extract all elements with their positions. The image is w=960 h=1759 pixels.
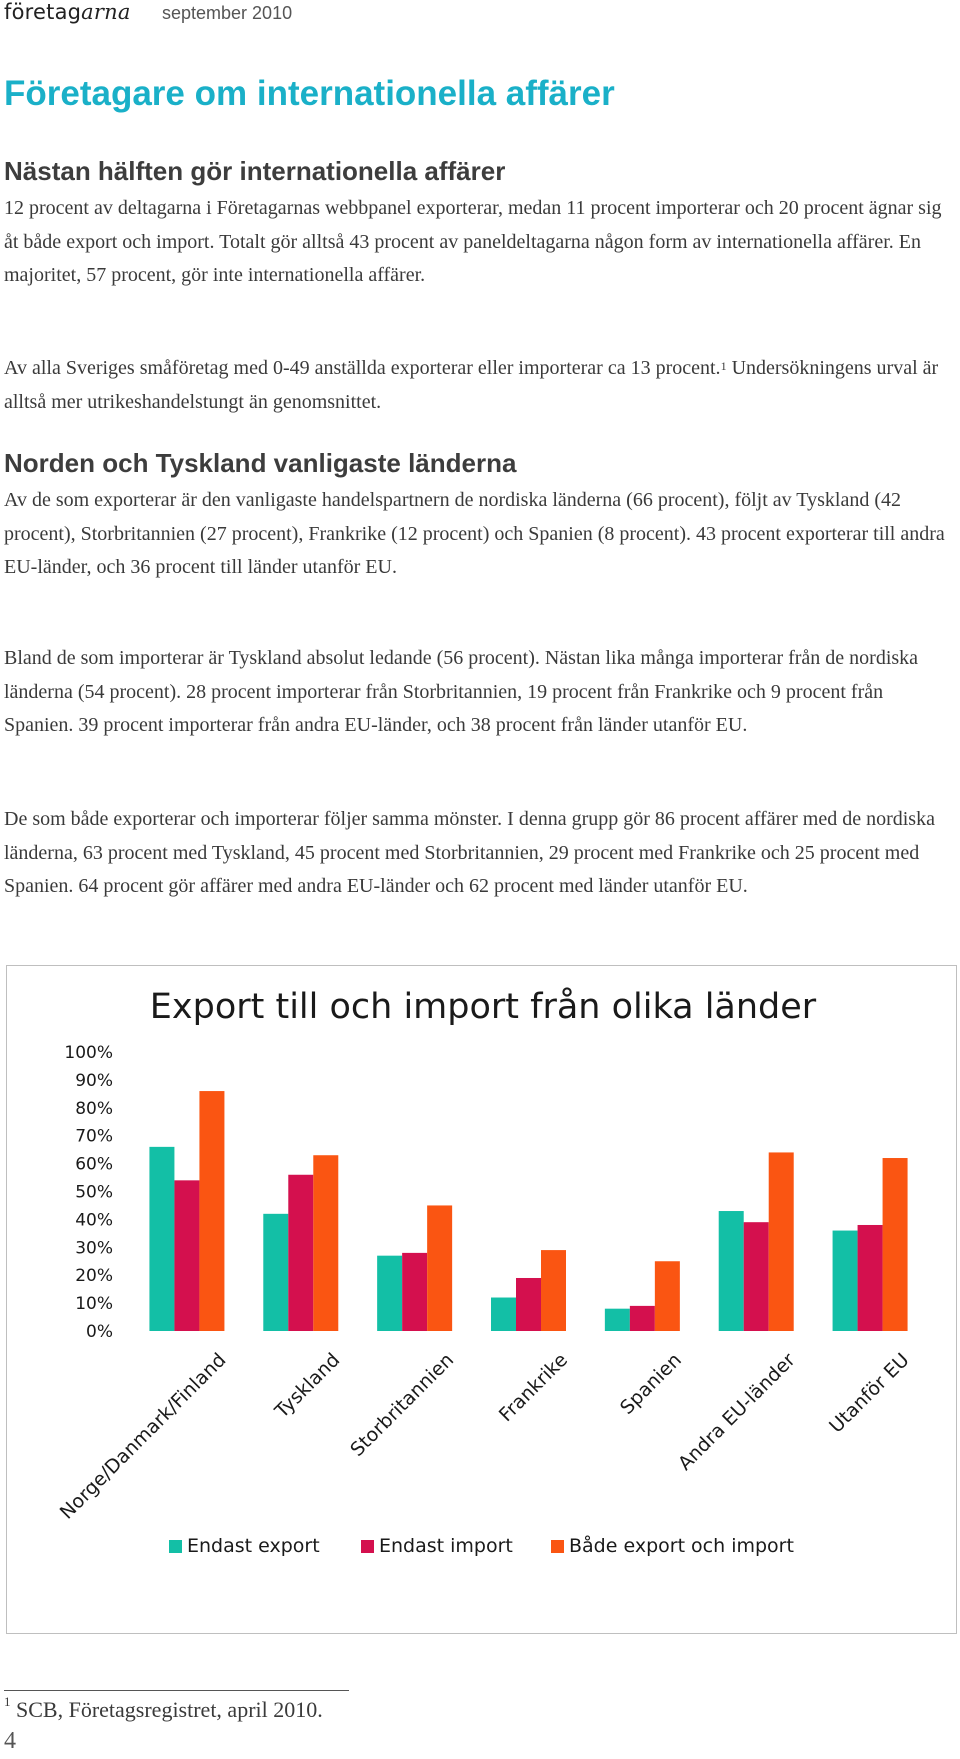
legend-swatch: [551, 1540, 564, 1553]
foretagarna-logo: företagarna: [4, 0, 131, 24]
footnote-reference[interactable]: 1: [720, 359, 727, 373]
paragraph-international-share: 12 procent av deltagarna i Företagarnas …: [4, 197, 942, 286]
paragraph-both-partners: De som både exporterar och importerar fö…: [4, 808, 935, 897]
y-tick-label: 90%: [75, 1071, 113, 1091]
y-tick-label: 80%: [75, 1099, 113, 1119]
x-tick-label: Frankrike: [495, 1349, 572, 1426]
bar: [743, 1222, 769, 1331]
bar-chart: Export till och import från olika länder…: [56, 986, 914, 1557]
bar: [857, 1224, 883, 1331]
paragraph-text: Undersökningens urval är alltså mer utri…: [4, 357, 939, 413]
legend-label: Endast export: [187, 1535, 320, 1557]
x-tick-label: Tyskland: [270, 1349, 344, 1423]
bar: [832, 1230, 858, 1331]
bar: [768, 1152, 794, 1331]
legend-label: Både export och import: [569, 1534, 794, 1557]
bar: [174, 1180, 200, 1331]
bar: [199, 1091, 225, 1331]
paragraph-import-partners: Bland de som importerar är Tyskland abso…: [4, 647, 919, 736]
y-tick-label: 40%: [75, 1210, 113, 1230]
bar: [149, 1146, 175, 1331]
y-axis: 0% 10% 20% 30% 40% 50% 60% 70% 80% 90% 100%: [64, 1043, 113, 1342]
chart-legend: Endast export Endast import Både export oc…: [169, 1534, 794, 1557]
section-heading-countries: Norden och Tyskland vanligaste länderna: [4, 448, 517, 478]
bar: [516, 1277, 541, 1331]
bar: [427, 1205, 453, 1331]
section-heading-international: Nästan hälften gör internationella affär…: [4, 156, 506, 186]
bar: [402, 1252, 428, 1331]
x-tick-label: Spanien: [616, 1349, 686, 1419]
footnote: 1 SCB, Företagsregistret, april 2010.: [4, 1694, 323, 1723]
paragraph-export-partners: Av de som exporterar är den vanligaste h…: [4, 489, 945, 578]
x-tick-label: Andra EU-länder: [674, 1349, 800, 1475]
bar: [629, 1305, 655, 1331]
y-tick-label: 0%: [86, 1322, 113, 1342]
bar: [263, 1213, 289, 1331]
chart-title: Export till och import från olika länder: [150, 986, 817, 1027]
y-tick-label: 50%: [75, 1183, 113, 1203]
bar: [882, 1158, 908, 1331]
page-title: Företagare om internationella affärer: [4, 74, 615, 113]
y-tick-label: 100%: [64, 1043, 113, 1063]
bar-chart-frame: Export till och import från olika länder…: [6, 965, 957, 1634]
paragraph-text: Av alla Sveriges småföretag med 0-49 ans…: [4, 357, 721, 379]
bar: [718, 1211, 744, 1331]
footnote-divider: [4, 1690, 349, 1691]
bar: [491, 1297, 516, 1331]
footnote-mark: 1: [4, 1694, 11, 1709]
footnote-text: SCB, Företagsregistret, april 2010.: [16, 1697, 323, 1722]
logo-text-italic: arna: [81, 0, 131, 24]
bar: [654, 1261, 680, 1331]
bar: [377, 1255, 403, 1331]
x-tick-label: Norge/Danmark/Finland: [56, 1349, 231, 1524]
legend-swatch: [361, 1540, 374, 1553]
y-tick-label: 10%: [75, 1294, 113, 1314]
x-tick-label: Storbritannien: [346, 1349, 458, 1461]
legend-label: Endast import: [379, 1535, 513, 1557]
bar: [313, 1155, 339, 1331]
y-tick-label: 20%: [75, 1266, 113, 1286]
y-tick-label: 70%: [75, 1127, 113, 1147]
bar: [541, 1250, 566, 1331]
y-tick-label: 60%: [75, 1155, 113, 1175]
x-tick-label: Utanför EU: [825, 1349, 913, 1437]
publication-date: september 2010: [162, 3, 293, 23]
x-axis-labels: Norge/Danmark/Finland Tyskland Storbritann…: [56, 1349, 914, 1524]
paragraph-small-business-share: Av alla Sveriges småföretag med 0-49 ans…: [4, 352, 954, 419]
bar-series: [149, 1091, 908, 1331]
bar: [288, 1174, 314, 1331]
page-number: 4: [4, 1728, 16, 1754]
legend-swatch: [169, 1540, 182, 1553]
bar: [604, 1308, 630, 1331]
y-tick-label: 30%: [75, 1238, 113, 1258]
page-header: företagarna september 2010: [0, 0, 960, 30]
logo-text-plain: företag: [4, 0, 82, 24]
